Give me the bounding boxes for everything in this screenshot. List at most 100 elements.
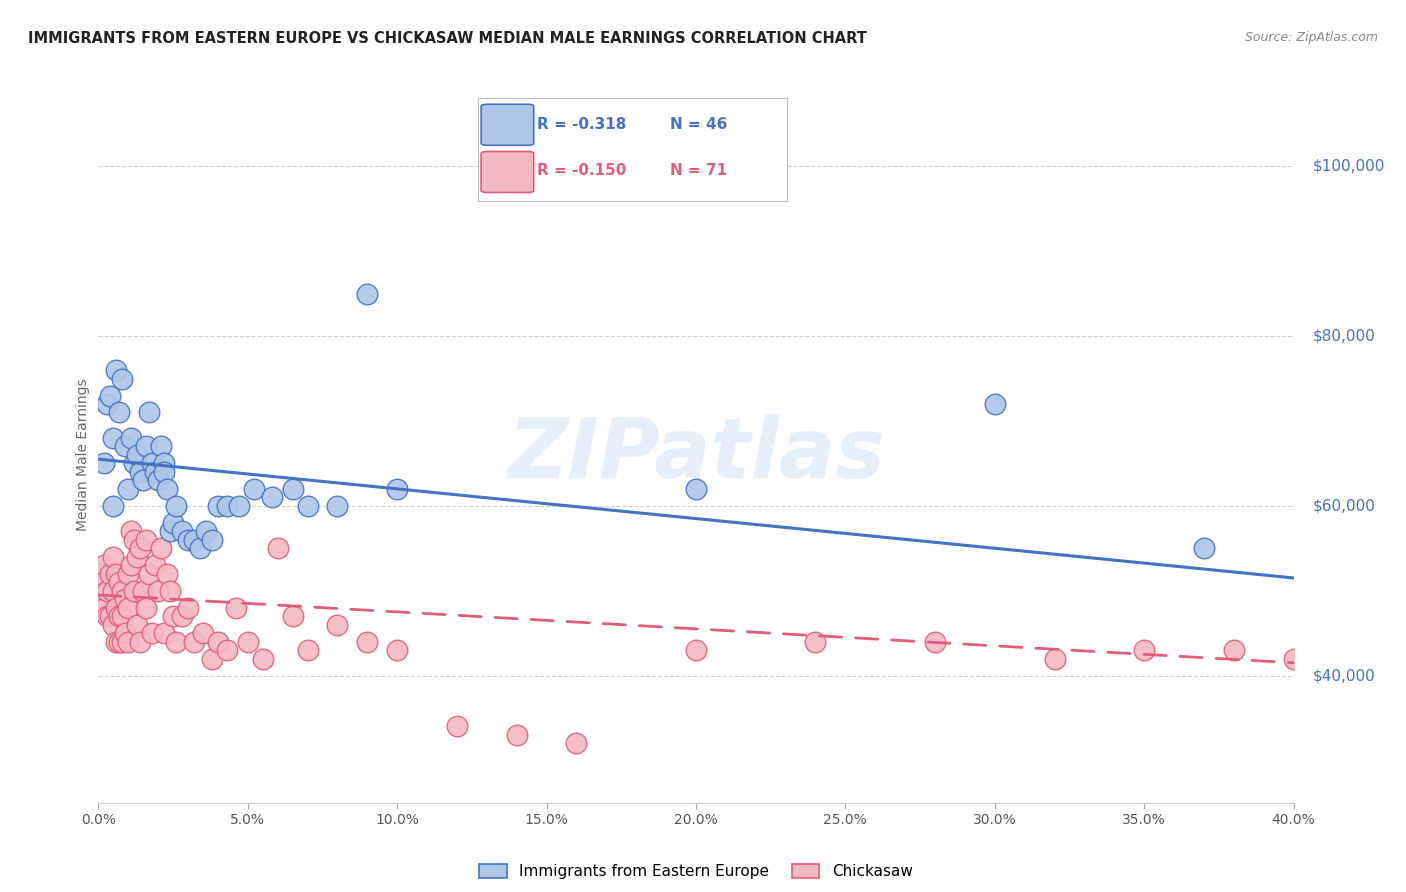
Point	[207, 499, 229, 513]
Point	[127, 448, 149, 462]
Point	[143, 558, 166, 573]
Point	[191, 626, 214, 640]
Point	[506, 728, 529, 742]
Legend: Immigrants from Eastern Europe, Chickasaw: Immigrants from Eastern Europe, Chickasa…	[474, 858, 918, 886]
Point	[96, 583, 118, 598]
Point	[96, 397, 118, 411]
Point	[108, 405, 131, 419]
Point	[165, 499, 187, 513]
Point	[356, 634, 378, 648]
Point	[124, 583, 146, 598]
Point	[98, 388, 122, 402]
Text: N = 46: N = 46	[669, 117, 727, 132]
Point	[172, 609, 194, 624]
Point	[236, 634, 259, 648]
Point	[103, 499, 125, 513]
Point	[1282, 651, 1305, 665]
Point	[326, 617, 349, 632]
FancyBboxPatch shape	[481, 104, 534, 145]
Text: $80,000: $80,000	[1313, 328, 1376, 343]
Point	[153, 465, 176, 479]
Text: $40,000: $40,000	[1313, 668, 1376, 683]
Point	[111, 634, 134, 648]
Point	[983, 397, 1005, 411]
Point	[188, 541, 211, 556]
Point	[132, 474, 155, 488]
Point	[183, 533, 205, 547]
Point	[105, 363, 128, 377]
Text: ZIPatlas: ZIPatlas	[508, 415, 884, 495]
Point	[150, 439, 173, 453]
Point	[103, 583, 125, 598]
Point	[105, 600, 128, 615]
Point	[183, 634, 205, 648]
Point	[141, 626, 163, 640]
Point	[215, 643, 238, 657]
Point	[108, 575, 131, 590]
Point	[153, 457, 176, 471]
Point	[1133, 643, 1156, 657]
Point	[120, 431, 142, 445]
Point	[96, 609, 118, 624]
Point	[243, 482, 266, 496]
Point	[120, 558, 142, 573]
Point	[177, 533, 200, 547]
Point	[120, 524, 142, 539]
Point	[117, 566, 139, 581]
Point	[127, 617, 149, 632]
Point	[162, 609, 184, 624]
Point	[93, 600, 115, 615]
Point	[124, 533, 146, 547]
Point	[108, 634, 131, 648]
Text: N = 71: N = 71	[669, 163, 727, 178]
Point	[117, 634, 139, 648]
Point	[159, 524, 181, 539]
Point	[1223, 643, 1246, 657]
Point	[129, 634, 152, 648]
Point	[114, 626, 136, 640]
Point	[1192, 541, 1215, 556]
Point	[150, 541, 173, 556]
Point	[105, 634, 128, 648]
Point	[685, 643, 707, 657]
Point	[685, 482, 707, 496]
Point	[143, 465, 166, 479]
Point	[114, 439, 136, 453]
Point	[138, 566, 160, 581]
Point	[281, 482, 304, 496]
FancyBboxPatch shape	[481, 152, 534, 193]
Point	[135, 533, 157, 547]
Point	[117, 600, 139, 615]
Point	[98, 566, 122, 581]
Point	[129, 541, 152, 556]
Point	[297, 643, 319, 657]
Point	[105, 566, 128, 581]
Point	[207, 634, 229, 648]
Point	[252, 651, 274, 665]
Point	[172, 524, 194, 539]
Point	[194, 524, 218, 539]
Point	[156, 482, 179, 496]
Point	[385, 643, 409, 657]
Text: $60,000: $60,000	[1313, 499, 1376, 513]
Text: IMMIGRANTS FROM EASTERN EUROPE VS CHICKASAW MEDIAN MALE EARNINGS CORRELATION CHA: IMMIGRANTS FROM EASTERN EUROPE VS CHICKA…	[28, 31, 868, 46]
Y-axis label: Median Male Earnings: Median Male Earnings	[76, 378, 90, 532]
Point	[297, 499, 319, 513]
Point	[281, 609, 304, 624]
Text: Source: ZipAtlas.com: Source: ZipAtlas.com	[1244, 31, 1378, 45]
Point	[356, 286, 378, 301]
Point	[565, 736, 588, 750]
Point	[90, 566, 112, 581]
Point	[804, 634, 827, 648]
Point	[111, 371, 134, 385]
Point	[201, 651, 224, 665]
Point	[148, 474, 170, 488]
Point	[114, 592, 136, 607]
Point	[103, 431, 125, 445]
Point	[111, 609, 134, 624]
Point	[135, 439, 157, 453]
Point	[326, 499, 349, 513]
Point	[93, 457, 115, 471]
Point	[446, 719, 468, 733]
Point	[132, 583, 155, 598]
